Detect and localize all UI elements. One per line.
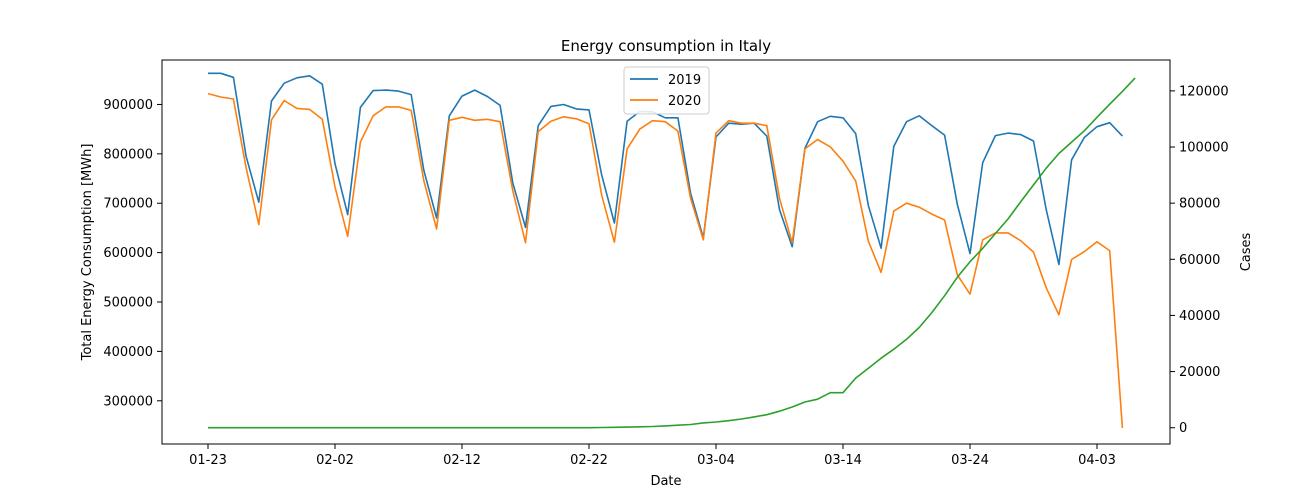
y-right-tick-label: 60000 bbox=[1179, 253, 1220, 268]
x-tick-label: 02-22 bbox=[570, 453, 608, 468]
plot-area bbox=[207, 72, 1136, 429]
x-axis: 01-23 02-02 02-12 02-22 03-04 03-14 03-24 04-03 bbox=[189, 444, 1116, 468]
y-left-tick-label: 600000 bbox=[103, 246, 153, 261]
y-right-tick-label: 80000 bbox=[1179, 197, 1220, 212]
x-tick-label: 02-02 bbox=[316, 453, 354, 468]
x-tick-label: 02-12 bbox=[443, 453, 481, 468]
chart-title: Energy consumption in Italy bbox=[561, 37, 771, 55]
y-left-tick-label: 500000 bbox=[103, 296, 153, 311]
y-right-tick-label: 100000 bbox=[1179, 141, 1229, 156]
y-left-tick-label: 900000 bbox=[103, 98, 153, 113]
y-right-tick-label: 120000 bbox=[1179, 84, 1229, 99]
legend: 2019 2020 bbox=[623, 66, 710, 115]
y-left-tick-label: 300000 bbox=[103, 394, 153, 409]
y-axis-left: 300000 400000 500000 600000 700000 800000 9000… bbox=[103, 98, 162, 409]
y-axis-right-title: Cases bbox=[1239, 232, 1254, 271]
x-tick-label: 03-24 bbox=[951, 453, 989, 468]
plot-frame bbox=[161, 59, 1171, 445]
legend-label-2019: 2019 bbox=[668, 73, 701, 88]
y-right-tick-label: 40000 bbox=[1179, 309, 1220, 324]
y-left-tick-label: 700000 bbox=[103, 197, 153, 212]
series-line-2020 bbox=[207, 92, 1124, 428]
y-left-tick-label: 400000 bbox=[103, 345, 153, 360]
x-tick-label: 04-03 bbox=[1078, 453, 1116, 468]
x-tick-label: 03-14 bbox=[824, 453, 862, 468]
y-axis-right: 0 20000 40000 60000 80000 100000 120000 bbox=[1170, 84, 1229, 436]
y-right-tick-label: 20000 bbox=[1179, 365, 1220, 380]
x-axis-title: Date bbox=[650, 474, 681, 489]
x-tick-label: 03-04 bbox=[697, 453, 735, 468]
legend-label-2020: 2020 bbox=[668, 94, 701, 109]
y-axis-left-title: Total Energy Consumption [MWh] bbox=[80, 144, 95, 362]
x-tick-label: 01-23 bbox=[189, 453, 227, 468]
y-left-tick-label: 800000 bbox=[103, 147, 153, 162]
series-line-cases bbox=[208, 77, 1136, 429]
y-right-tick-label: 0 bbox=[1179, 421, 1187, 436]
series-line-2019 bbox=[208, 72, 1123, 266]
